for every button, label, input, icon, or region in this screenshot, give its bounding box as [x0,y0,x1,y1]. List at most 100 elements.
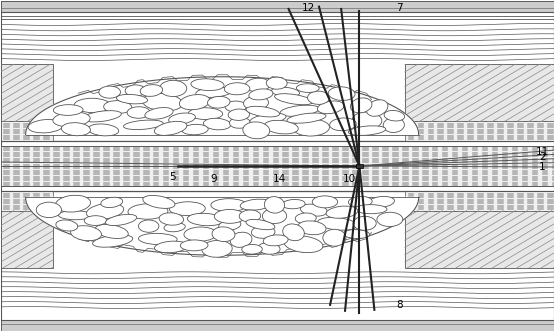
Ellipse shape [249,89,273,100]
Ellipse shape [295,213,316,224]
Ellipse shape [323,229,346,246]
Ellipse shape [251,226,275,238]
Bar [405,210,554,268]
Ellipse shape [83,111,122,122]
Ellipse shape [101,197,123,208]
Ellipse shape [239,210,261,222]
Ellipse shape [188,213,224,226]
Text: 9: 9 [210,174,217,184]
Ellipse shape [240,199,271,210]
Text: 5: 5 [169,172,175,182]
Ellipse shape [128,204,168,219]
Ellipse shape [105,214,137,225]
Ellipse shape [263,208,286,223]
Ellipse shape [154,122,187,135]
Ellipse shape [297,221,326,235]
Bar [1,191,554,331]
Ellipse shape [367,197,395,208]
Bar [1,320,554,331]
Ellipse shape [245,78,270,92]
Text: 12: 12 [301,3,315,13]
Text: 1: 1 [539,162,546,172]
Ellipse shape [53,112,90,127]
Ellipse shape [228,109,250,121]
Ellipse shape [70,226,102,241]
Bar [1,1,554,141]
Bar [405,64,554,122]
Ellipse shape [93,235,133,247]
Polygon shape [26,77,418,134]
Bar [1,1,554,12]
Ellipse shape [383,118,405,132]
Ellipse shape [125,85,146,96]
Ellipse shape [282,200,305,209]
Ellipse shape [258,243,280,254]
Polygon shape [26,198,418,255]
Text: 14: 14 [273,174,286,184]
Bar [1,192,53,210]
Ellipse shape [293,119,330,136]
Ellipse shape [143,196,175,208]
Ellipse shape [384,111,405,121]
Ellipse shape [53,105,83,116]
Ellipse shape [88,124,119,136]
Bar [1,122,53,140]
Ellipse shape [264,120,298,134]
Ellipse shape [127,107,150,118]
Ellipse shape [56,195,90,212]
Ellipse shape [145,108,173,119]
Text: 10: 10 [343,174,356,184]
Ellipse shape [377,212,403,226]
Ellipse shape [58,211,92,220]
Ellipse shape [84,216,107,225]
Text: 8: 8 [396,300,402,310]
Ellipse shape [330,118,356,131]
Ellipse shape [350,98,372,113]
Ellipse shape [366,100,388,116]
Ellipse shape [224,83,250,95]
Ellipse shape [326,206,358,218]
Ellipse shape [204,118,231,130]
Ellipse shape [179,95,210,110]
Ellipse shape [271,87,300,97]
Ellipse shape [244,96,269,110]
Text: 2: 2 [539,152,546,162]
Ellipse shape [219,220,241,230]
Ellipse shape [230,232,252,247]
Bar [356,164,363,168]
Ellipse shape [275,94,313,105]
Bar [405,192,554,210]
Ellipse shape [140,85,163,96]
Ellipse shape [353,216,376,230]
Ellipse shape [99,86,120,98]
Ellipse shape [225,101,246,112]
Ellipse shape [352,112,382,129]
Ellipse shape [263,235,288,246]
Ellipse shape [95,224,128,238]
Ellipse shape [214,209,245,223]
Ellipse shape [317,217,357,230]
Ellipse shape [208,96,230,108]
Ellipse shape [246,106,280,117]
Text: 7: 7 [396,3,402,13]
Ellipse shape [300,204,327,216]
Ellipse shape [159,213,184,225]
Ellipse shape [104,101,132,114]
Ellipse shape [87,203,124,219]
Ellipse shape [191,79,224,91]
Ellipse shape [211,199,247,211]
Bar [1,210,53,268]
Ellipse shape [296,84,319,92]
Ellipse shape [266,77,287,89]
Ellipse shape [143,93,183,111]
Ellipse shape [317,101,344,114]
Ellipse shape [117,94,148,104]
Ellipse shape [123,120,163,129]
Ellipse shape [188,108,223,120]
Ellipse shape [202,240,232,257]
Bar [1,141,554,191]
Ellipse shape [181,124,208,135]
Ellipse shape [28,120,63,133]
Ellipse shape [349,197,372,207]
Ellipse shape [229,117,250,128]
